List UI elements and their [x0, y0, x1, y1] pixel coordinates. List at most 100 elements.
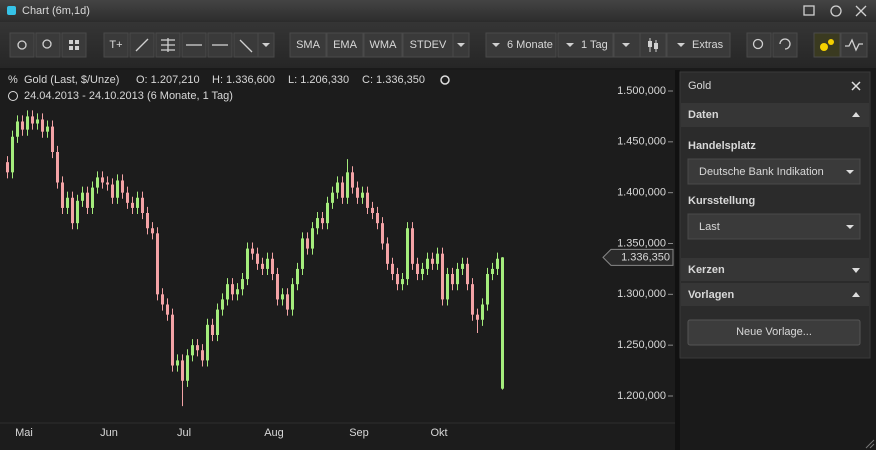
collapse-icon	[852, 292, 860, 297]
sidebar-close[interactable]	[851, 81, 861, 91]
y-tick-label: 1.250,000	[617, 339, 666, 351]
candle-body	[396, 274, 399, 285]
candle-body	[401, 279, 404, 285]
caret	[457, 43, 465, 47]
chart-subtitle: 24.04.2013 - 24.10.2013 (6 Monate, 1 Tag…	[24, 90, 233, 102]
caret	[622, 43, 630, 47]
candle-body	[241, 279, 244, 290]
popout-button[interactable]	[803, 5, 815, 16]
field-label: Handelsplatz	[688, 140, 756, 152]
undo-button[interactable]	[772, 32, 798, 58]
candle-body	[321, 218, 324, 224]
candle-body	[171, 314, 174, 366]
interval-label: 1 Tag	[581, 39, 608, 51]
candle-body	[231, 284, 234, 295]
candle-body	[406, 228, 409, 280]
candle-body	[376, 213, 379, 224]
zoom-button[interactable]	[746, 32, 772, 58]
candle-body	[116, 180, 119, 198]
new-template-button[interactable]	[687, 319, 861, 346]
dropdown[interactable]	[687, 213, 861, 240]
candle-body	[391, 263, 394, 274]
candle-body	[366, 192, 369, 208]
ema-button[interactable]	[326, 32, 364, 58]
candle-icon	[654, 43, 658, 49]
search-tool[interactable]	[35, 32, 61, 58]
candle-body	[296, 268, 299, 285]
x-tick-label: Sep	[349, 427, 369, 439]
interval-dropdown[interactable]	[557, 32, 614, 58]
button-label: Neue Vorlage...	[736, 326, 812, 338]
candle-body	[46, 126, 49, 132]
layout-tool[interactable]	[61, 32, 87, 58]
stdev-button[interactable]	[402, 32, 454, 58]
candle-body	[216, 309, 219, 335]
candle-body	[336, 182, 339, 193]
candle-body	[481, 304, 484, 320]
ohlc-label: H: 1.336,600	[212, 74, 275, 86]
y-tick-label: 1.300,000	[617, 288, 666, 300]
candle-body	[311, 228, 314, 249]
dropdown[interactable]	[687, 158, 861, 185]
splitter	[675, 70, 680, 450]
section-title: Kerzen	[688, 264, 725, 276]
instrument-icon: %	[8, 74, 18, 86]
x-tick-label: Okt	[430, 427, 447, 439]
charttype-button[interactable]	[639, 32, 667, 58]
candle-body	[31, 116, 34, 124]
close-button[interactable]	[855, 5, 867, 17]
brush-tool[interactable]	[233, 32, 259, 58]
settings-tool[interactable]	[9, 32, 35, 58]
title-bar	[0, 0, 876, 22]
sma-button[interactable]	[289, 32, 327, 58]
line-icon	[135, 38, 149, 52]
y-tick-label: 1.350,000	[617, 237, 666, 249]
ohlc-label: C: 1.336,350	[362, 74, 425, 86]
section-header[interactable]	[681, 283, 869, 306]
ohlc-label: L: 1.206,330	[288, 74, 349, 86]
candle-body	[351, 172, 354, 188]
candle-body	[201, 350, 204, 361]
collapse-icon	[852, 112, 860, 117]
candle-body	[211, 324, 214, 335]
extras-dropdown[interactable]	[666, 32, 731, 58]
period-label: 6 Monate	[507, 39, 553, 51]
last-price-label: 1.336,350	[621, 251, 670, 263]
window-controls[interactable]	[803, 5, 867, 17]
candle-body	[436, 253, 439, 264]
legend-settings[interactable]	[440, 75, 450, 85]
line-tool[interactable]	[129, 32, 155, 58]
x-tick-label: Mai	[15, 427, 33, 439]
indicator-label: EMA	[333, 39, 358, 51]
y-tick-label: 1.400,000	[617, 187, 666, 199]
candle-body	[371, 207, 374, 213]
candle-body	[446, 274, 449, 300]
candle-body	[496, 258, 499, 269]
dropdown-value: Deutsche Bank Indikation	[699, 166, 824, 178]
x-tick-label: Jul	[177, 427, 191, 439]
text-tool[interactable]	[103, 32, 129, 58]
extras-label: Extras	[692, 39, 724, 51]
candle-body	[151, 228, 154, 234]
candle-body	[106, 182, 109, 185]
caret	[566, 43, 574, 47]
candle-body	[81, 192, 84, 201]
settings-button[interactable]	[830, 5, 842, 17]
section-header[interactable]	[681, 103, 869, 127]
section-header[interactable]	[681, 258, 869, 281]
wma-button[interactable]	[363, 32, 403, 58]
candle-body	[251, 248, 254, 254]
toolbar-buttons: T+ SMA EMA WMA STDEV 6 Monate 1 Tag	[9, 32, 868, 58]
candle-body	[56, 152, 59, 183]
candle-body	[161, 294, 164, 305]
y-tick-label: 1.450,000	[617, 136, 666, 148]
undo-icon	[779, 38, 791, 50]
candle-body	[421, 268, 424, 274]
window-title: Chart (6m,1d)	[22, 5, 90, 17]
candle-body	[491, 268, 494, 274]
candle-body	[431, 258, 434, 264]
candle-body	[71, 197, 74, 224]
sidebar: Gold Daten Handelsplatz Deutsche Bank In…	[679, 71, 871, 359]
candle-body	[426, 258, 429, 269]
